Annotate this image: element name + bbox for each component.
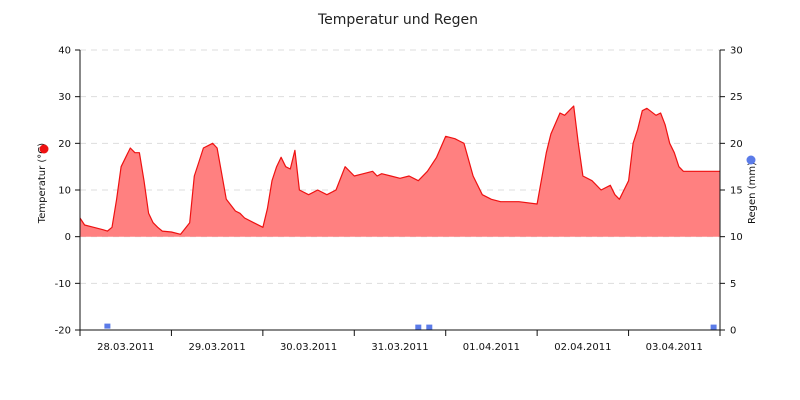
y-left-tick-label: -20 [55, 326, 71, 337]
y-right-tick-label: 0 [730, 326, 736, 337]
tick-labels: -20 -10 0 10 20 30 40 0 5 10 15 20 25 30 28.03.2011 29.… [55, 46, 743, 354]
y-left-tick-label: 40 [58, 46, 71, 57]
y-right-tick-label: 25 [730, 92, 743, 103]
rain-point [104, 323, 111, 329]
series-layer [79, 105, 720, 330]
x-tick-label: 02.04.2011 [554, 342, 611, 353]
x-tick-label: 03.04.2011 [646, 342, 703, 353]
rain-legend-dot [746, 155, 756, 165]
axes [75, 49, 725, 336]
y-right-tick-label: 15 [730, 186, 743, 197]
axis-legend: Temperatur (°C) Regen (mm) [37, 143, 758, 224]
chart-title: Temperatur und Regen [317, 12, 478, 28]
x-tick-label: 01.04.2011 [463, 342, 520, 353]
rain-point [426, 324, 433, 330]
y-right-tick-label: 20 [730, 139, 743, 150]
x-tick-label: 31.03.2011 [371, 342, 428, 353]
x-tick-label: 30.03.2011 [280, 342, 337, 353]
rain-point [710, 324, 717, 330]
y-right-tick-label: 30 [730, 46, 743, 57]
temperature-legend-dot [39, 144, 49, 154]
y-left-tick-label: 10 [58, 186, 71, 197]
temperature-line [79, 105, 720, 235]
temperature-area [80, 106, 720, 237]
y-right-tick-label: 5 [730, 279, 736, 290]
rain-point [415, 324, 422, 330]
y-left-tick-label: -10 [55, 279, 71, 290]
y-axis-right-label: Regen (mm) [747, 162, 758, 224]
y-left-tick-label: 30 [58, 92, 71, 103]
y-left-tick-label: 0 [65, 232, 71, 243]
y-left-tick-label: 20 [58, 139, 71, 150]
x-tick-label: 29.03.2011 [189, 342, 246, 353]
x-tick-label: 28.03.2011 [97, 342, 154, 353]
y-axis-left-label: Temperatur (°C) [37, 143, 48, 224]
y-right-tick-label: 10 [730, 232, 743, 243]
grid [80, 49, 720, 284]
